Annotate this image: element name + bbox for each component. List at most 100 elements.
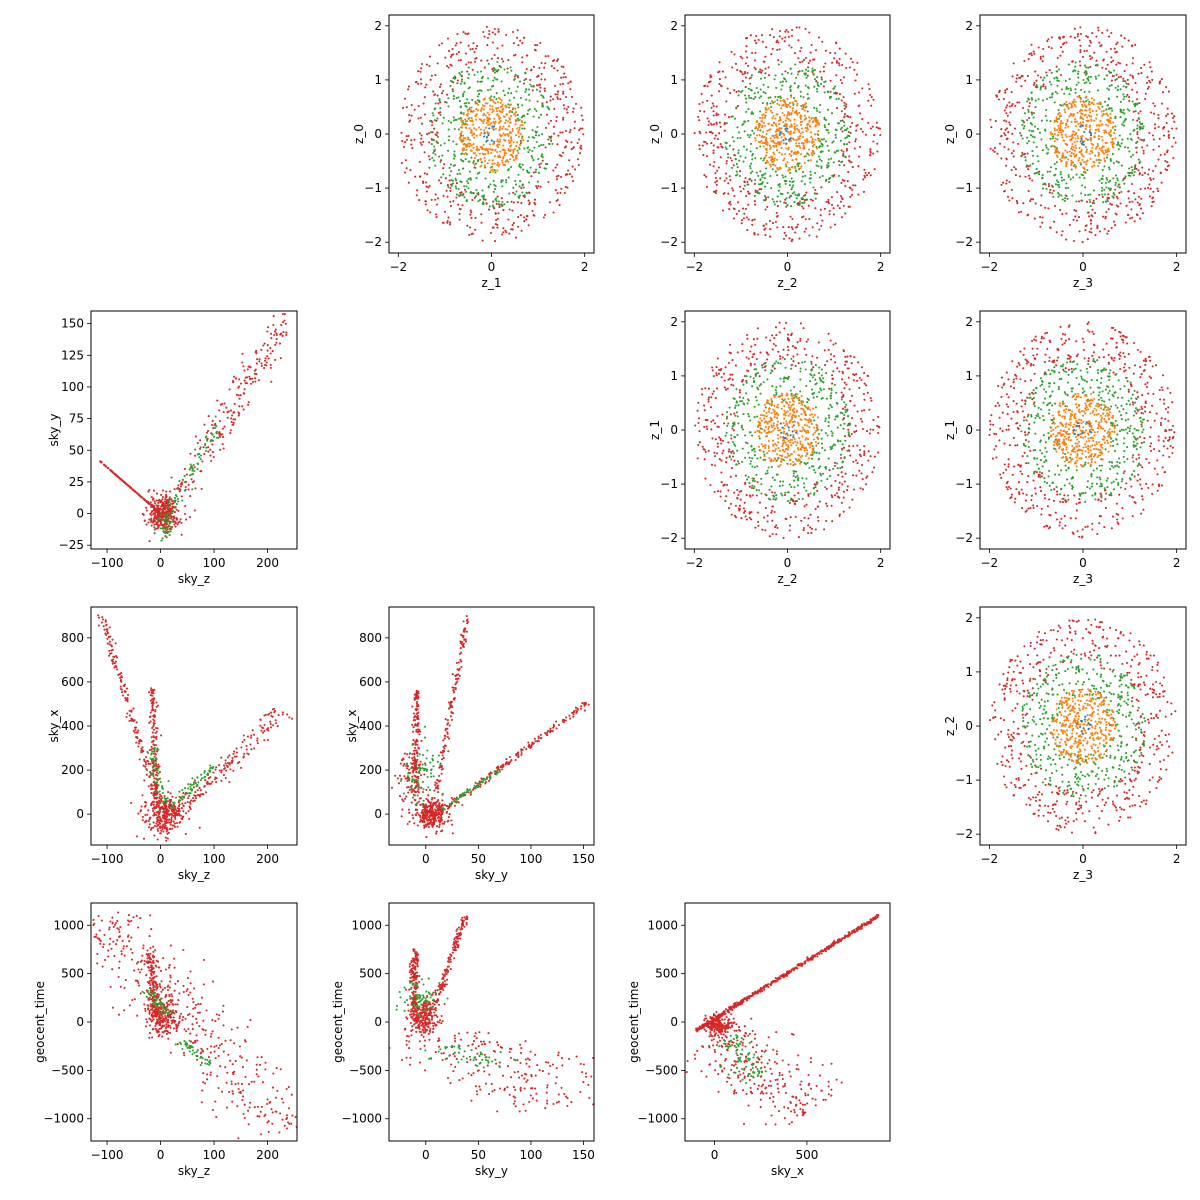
- point-green: [529, 166, 532, 169]
- point-green: [1064, 197, 1067, 200]
- point-red: [740, 222, 743, 225]
- point-red: [1026, 152, 1029, 155]
- point-orange: [1099, 101, 1102, 104]
- point-green: [843, 143, 846, 146]
- point-green: [1104, 100, 1107, 103]
- point-red: [128, 485, 131, 489]
- point-green: [1116, 185, 1119, 188]
- point-orange: [1071, 142, 1074, 146]
- point-red: [851, 166, 854, 169]
- point-orange: [763, 142, 766, 145]
- point-red: [721, 209, 725, 212]
- point-red: [428, 141, 431, 144]
- point-red: [564, 76, 567, 79]
- point-red: [517, 44, 520, 47]
- point-green: [820, 166, 823, 169]
- point-orange: [499, 119, 502, 122]
- point-green: [1021, 119, 1024, 122]
- point-red: [714, 176, 717, 179]
- point-red: [285, 331, 288, 334]
- point-green: [765, 167, 768, 170]
- point-orange: [1061, 129, 1064, 132]
- point-red: [1079, 51, 1082, 54]
- point-red: [560, 76, 563, 79]
- point-red: [860, 463, 864, 467]
- point-red: [769, 228, 772, 231]
- point-red: [746, 229, 749, 232]
- point-orange: [1093, 119, 1096, 122]
- point-green: [1114, 125, 1117, 128]
- point-orange: [517, 131, 520, 134]
- point-green: [739, 90, 743, 94]
- point-red: [519, 214, 522, 217]
- point-red: [748, 77, 751, 80]
- point-orange: [482, 122, 485, 125]
- point-green: [1108, 168, 1111, 171]
- point-green: [1122, 93, 1125, 96]
- point-red: [556, 97, 559, 100]
- point-red: [846, 180, 849, 183]
- point-red: [145, 506, 148, 509]
- point-red: [284, 322, 287, 325]
- point-green: [1031, 123, 1034, 126]
- point-green: [790, 194, 793, 197]
- point-red: [843, 179, 846, 182]
- point-orange: [803, 118, 806, 121]
- point-orange: [475, 102, 478, 105]
- point-orange: [782, 159, 785, 162]
- point-green: [1081, 184, 1084, 187]
- point-green: [1098, 161, 1101, 164]
- point-red: [1107, 193, 1110, 196]
- point-red: [1144, 187, 1147, 190]
- point-orange: [492, 143, 495, 146]
- point-orange: [484, 114, 487, 117]
- point-red: [1089, 39, 1092, 42]
- point-red: [836, 191, 839, 194]
- point-orange: [800, 153, 803, 156]
- point-red: [156, 524, 159, 527]
- point-orange: [483, 98, 486, 101]
- point-red: [400, 131, 403, 134]
- point-orange: [492, 121, 495, 124]
- point-red: [581, 127, 584, 130]
- point-red: [473, 50, 476, 54]
- point-red: [714, 134, 717, 137]
- point-green: [541, 156, 544, 159]
- point-red: [243, 388, 246, 391]
- point-green: [183, 475, 186, 478]
- point-red: [1090, 231, 1093, 234]
- point-orange: [789, 105, 792, 109]
- point-green: [526, 113, 529, 116]
- point-red: [1017, 142, 1020, 145]
- point-red: [243, 379, 246, 382]
- point-green: [837, 174, 840, 177]
- point-red: [1072, 218, 1075, 221]
- point-green: [456, 173, 459, 176]
- point-red: [1023, 59, 1026, 62]
- point-red: [436, 62, 439, 65]
- point-orange: [504, 121, 507, 124]
- point-red: [464, 52, 468, 55]
- point-red: [1150, 205, 1153, 208]
- point-orange: [468, 127, 471, 130]
- point-green: [1123, 95, 1126, 98]
- point-red: [1152, 138, 1155, 141]
- point-red: [494, 33, 497, 36]
- point-green: [467, 73, 470, 76]
- point-red: [281, 312, 284, 316]
- point-green: [1027, 110, 1030, 113]
- point-orange: [1069, 113, 1072, 116]
- point-red: [853, 92, 856, 95]
- point-green: [1059, 173, 1062, 176]
- point-red: [269, 366, 272, 369]
- point-green: [432, 138, 435, 141]
- point-green: [1089, 193, 1092, 196]
- point-orange: [501, 127, 504, 131]
- point-red: [473, 60, 477, 63]
- point-green: [173, 496, 177, 500]
- point-orange: [771, 156, 774, 160]
- point-red: [206, 429, 210, 433]
- point-red: [1034, 70, 1037, 73]
- point-green: [752, 97, 755, 100]
- point-red: [821, 219, 824, 222]
